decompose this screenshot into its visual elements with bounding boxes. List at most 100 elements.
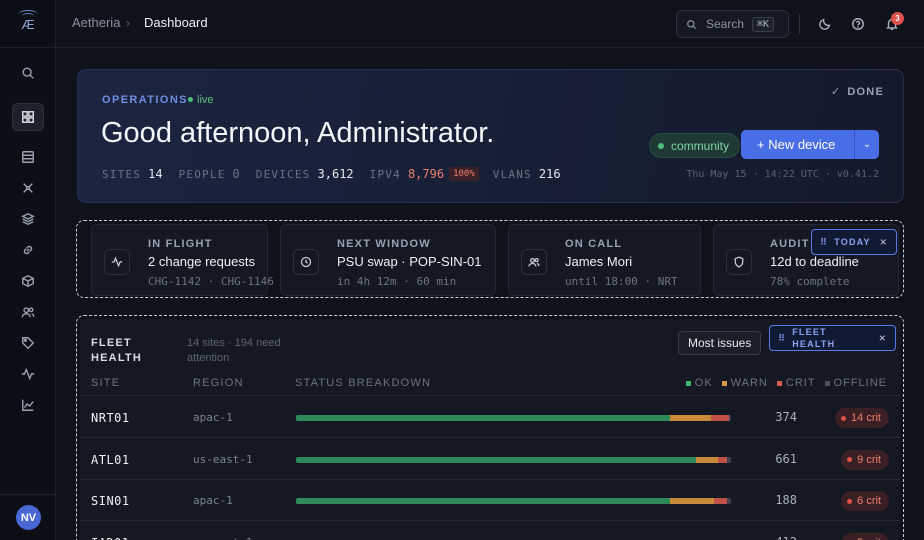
offline-segment [726,456,731,463]
user-avatar[interactable]: NV [16,505,41,530]
sort-most-issues-button[interactable]: Most issues [678,331,762,355]
top-bar: Aetheria › Dashboard Search ⌘K 3 [56,0,924,48]
column-status[interactable]: STATUS BREAKDOWN [295,377,432,389]
fleet-title: FLEET HEALTH [91,337,142,364]
sidebar-item-activity[interactable] [12,360,44,388]
chart-icon [22,399,34,411]
legend-warn: WARN [730,377,768,389]
row-device-count: 188 [775,493,797,507]
offline-segment [728,415,731,421]
column-region[interactable]: REGION [193,377,244,389]
crit-swatch [776,380,782,386]
table-row[interactable]: SIN01 apac-1 188 6 crit [80,480,900,521]
stat-devices-value: 3,612 [317,167,354,181]
server-timestamp: Thu May 15 · 14:22 UTC · v0.41.2 [686,169,879,180]
table-row[interactable]: NRT01 apac-1 374 14 crit [80,397,900,438]
hero-stats: SITES 14 PEOPLE 0 DEVICES 3,612 IPV4 8,7… [102,167,577,181]
notifications-button[interactable]: 3 [882,12,904,34]
sidebar-item-tags[interactable] [12,329,44,357]
sidebar-item-search[interactable] [12,59,44,87]
legend-ok: OK [694,377,713,389]
card-on-call[interactable]: ON CALL James Mori until 18:00 · NRT [508,224,701,296]
chevron-down-icon[interactable]: ⌄ [862,139,872,150]
card-next-window[interactable]: NEXT WINDOW PSU swap · POP-SIN-01 in 4h … [280,224,496,296]
row-region: us-east-1 [193,536,253,540]
stat-people-value: 0 [232,167,240,181]
search-icon [687,19,697,29]
search-button[interactable]: Search ⌘K [676,10,789,38]
crit-badge[interactable]: 9 crit [841,449,889,470]
network-icon [23,183,33,193]
today-filter-chip[interactable]: ⠿ TODAY × [811,229,897,255]
drag-handle-icon[interactable]: ⠿ [820,236,829,247]
sidebar-item-people[interactable] [12,298,44,326]
ok-segment [296,498,671,504]
status-breakdown-bar [296,415,731,421]
operations-hero: OPERATIONS live Good afternoon, Administ… [77,69,904,203]
close-icon[interactable]: × [878,331,887,345]
column-site[interactable]: SITE [91,377,121,389]
sidebar-item-topology[interactable] [12,174,44,202]
crit-segment [717,456,727,463]
card-in-flight[interactable]: IN FLIGHT 2 change requests CHG-1142 · C… [91,224,274,296]
ok-segment [296,415,671,421]
fleet-chip-label: FLEET HEALTH [792,327,836,349]
crit-badge[interactable]: 6 crit [841,491,889,511]
fleet-health-panel: FLEET HEALTH 14 sites · 194 need attenti… [76,315,904,540]
box-icon [22,274,34,288]
warn-swatch [721,380,727,386]
edition-label: community [671,138,730,153]
crit-badge[interactable]: 5 crit [841,532,889,540]
card-subtext: until 18:00 · NRT [565,275,678,288]
drag-handle-icon[interactable]: ⠿ [778,332,787,343]
fleet-health-chip[interactable]: ⠿ FLEET HEALTH × [769,325,896,351]
crit-count: 9 crit [857,453,881,466]
search-icon [22,67,34,79]
done-label: DONE [847,86,884,98]
breadcrumb-root[interactable]: Aetheria [72,15,121,30]
sidebar: Æ NV [0,0,56,540]
crit-count: 5 crit [857,537,881,540]
theme-toggle-button[interactable] [815,14,835,34]
live-label: live [197,94,214,106]
sidebar-item-links[interactable] [12,236,44,264]
tag-icon [22,337,35,350]
logo-mark: Æ [21,17,35,32]
sidebar-item-inventory[interactable] [12,267,44,295]
new-device-button[interactable]: + New device [757,137,836,152]
legend-offline: OFFLINE [833,377,887,389]
table-row[interactable]: IAD01 us-east-1 412 5 crit [80,522,900,540]
sidebar-item-dashboard[interactable] [12,103,44,131]
card-value: 12d to deadline [770,254,859,269]
aetheria-logo[interactable]: Æ [14,10,42,38]
search-shortcut: ⌘K [752,16,775,32]
help-button[interactable] [848,14,868,34]
table-header: SITE REGION STATUS BREAKDOWN OK WARN CRI… [80,370,900,396]
layers-icon [21,212,35,226]
legend-crit: CRIT [785,377,816,389]
sidebar-item-layers[interactable] [12,205,44,233]
greeting-title: Good afternoon, Administrator. [101,117,495,149]
close-icon[interactable]: × [879,235,888,249]
row-site: NRT01 [91,411,130,425]
ipv4-utilization-badge: 100% [449,167,479,181]
grid-icon [22,111,34,123]
stat-ipv4-value: 8,796 [407,167,445,181]
row-device-count: 374 [775,410,797,424]
card-value: James Mori [565,254,633,269]
table-row[interactable]: ATL01 us-east-1 661 9 crit [80,439,900,480]
row-region: us-east-1 [193,452,253,466]
sidebar-item-reports[interactable] [12,391,44,419]
clock-icon [300,256,312,268]
done-button[interactable]: ✓ DONE [831,85,884,98]
sidebar-item-devices[interactable] [12,143,44,171]
ok-segment [296,456,697,463]
stat-ipv4-label: IPV4 [369,167,401,181]
crit-count: 14 crit [851,412,881,424]
crit-badge[interactable]: 14 crit [835,408,889,428]
stat-devices-label: DEVICES [255,167,311,181]
notification-badge: 3 [891,12,904,25]
offline-segment [726,498,731,504]
ok-swatch [685,380,691,386]
stat-vlans-label: VLANS [492,167,532,181]
